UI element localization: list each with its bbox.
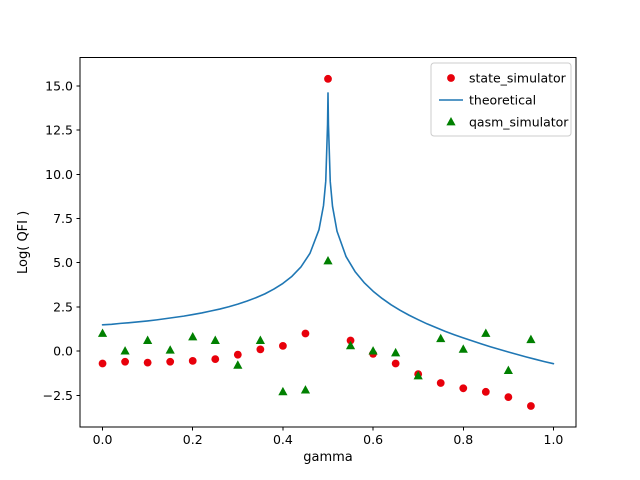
marker-triangle xyxy=(391,347,401,357)
marker-triangle xyxy=(300,385,311,394)
marker-triangle xyxy=(210,335,220,344)
legend-box xyxy=(430,62,572,137)
legend-triangle-marker xyxy=(446,117,456,126)
marker-circle xyxy=(324,74,332,83)
marker-circle xyxy=(211,355,220,364)
marker-triangle xyxy=(481,328,491,337)
marker-triangle xyxy=(278,386,288,396)
x-axis-label: gamma xyxy=(303,450,353,465)
legend-label: theoretical xyxy=(469,93,536,108)
x-tick-label: 1.0 xyxy=(544,432,564,447)
x-tick-label: 0.6 xyxy=(363,432,383,447)
marker-circle xyxy=(143,358,152,367)
legend-entry-qasm_simulator: qasm_simulator xyxy=(446,115,569,130)
marker-triangle xyxy=(255,335,265,344)
x-tick-label: 0.8 xyxy=(453,432,473,447)
marker-circle xyxy=(346,336,355,345)
marker-circle xyxy=(527,402,535,410)
marker-circle xyxy=(256,345,265,354)
marker-circle xyxy=(391,359,400,368)
y-tick-label: 5.0 xyxy=(53,255,73,270)
marker-circle xyxy=(481,387,490,396)
marker-triangle xyxy=(345,340,356,350)
marker-circle xyxy=(279,341,287,350)
y-tick-label: 7.5 xyxy=(53,211,73,226)
y-tick-label: 2.5 xyxy=(53,299,73,314)
marker-circle xyxy=(121,357,129,366)
marker-circle xyxy=(188,356,197,365)
marker-triangle xyxy=(188,332,198,341)
marker-circle xyxy=(166,357,175,366)
y-tick-label: 15.0 xyxy=(45,78,73,93)
marker-triangle xyxy=(436,333,446,343)
x-tick-label: 0.4 xyxy=(273,432,293,447)
marker-circle xyxy=(233,350,242,359)
legend-circle-marker xyxy=(447,74,455,82)
marker-circle xyxy=(98,359,107,368)
y-tick-label: 0.0 xyxy=(53,344,73,359)
series-line-theoretical xyxy=(101,92,555,365)
marker-circle xyxy=(301,329,310,338)
legend: state_simulator theoretical qasm_simulator xyxy=(430,62,572,137)
marker-triangle xyxy=(143,335,153,344)
marker-circle xyxy=(504,393,513,402)
marker-triangle xyxy=(526,334,536,344)
marker-triangle xyxy=(368,346,378,355)
series-scatter-qasm_simulator xyxy=(97,255,536,396)
marker-circle xyxy=(436,379,445,387)
legend-entry-state_simulator: state_simulator xyxy=(447,71,567,86)
marker-triangle xyxy=(323,255,333,265)
marker-triangle xyxy=(120,346,130,355)
marker-triangle xyxy=(503,365,513,375)
legend-label: qasm_simulator xyxy=(469,115,569,130)
x-tick-label: 0.0 xyxy=(93,432,113,447)
y-tick-label: −2.5 xyxy=(43,388,73,403)
marker-triangle xyxy=(458,344,468,353)
x-tick-label: 0.2 xyxy=(183,432,203,447)
marker-circle xyxy=(459,384,468,393)
marker-triangle xyxy=(165,345,175,354)
legend-entry-theoretical: theoretical xyxy=(439,93,536,108)
legend-label: state_simulator xyxy=(469,71,567,86)
y-tick-label: 10.0 xyxy=(45,167,73,182)
marker-triangle xyxy=(413,370,423,380)
y-tick-label: 12.5 xyxy=(45,123,73,138)
marker-triangle xyxy=(233,360,243,369)
marker-triangle xyxy=(97,328,108,337)
y-axis-label: Log( QFI ) xyxy=(16,211,31,274)
